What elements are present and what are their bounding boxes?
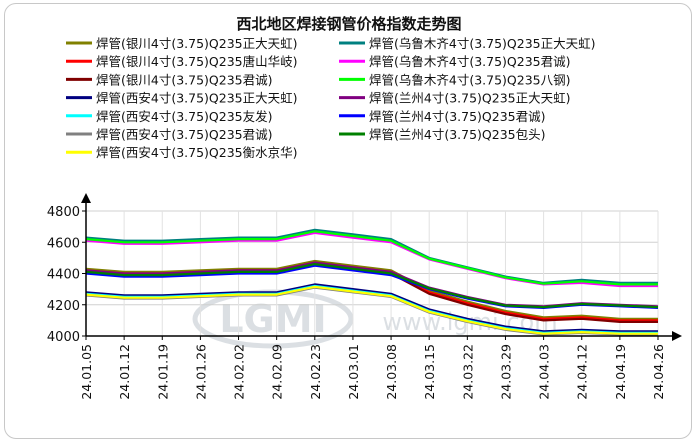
y-tick-label: 4800: [47, 205, 80, 220]
x-tick-label: 24.02.23: [308, 344, 323, 400]
chart-frame: [4, 3, 692, 439]
legend-label: 焊管(西安4寸(3.75)Q235友发): [96, 109, 273, 124]
x-tick-label: 24.03.29: [498, 344, 513, 400]
legend-label: 焊管(西安4寸(3.75)Q235衡水京华): [96, 145, 298, 160]
y-tick-label: 4200: [47, 299, 80, 314]
series-line: [85, 261, 659, 308]
legend: 焊管(银川4寸(3.75)Q235正大天虹) 焊管(乌鲁木齐4寸(3.75)Q23…: [66, 36, 596, 160]
x-tick-labels: 24.01.05 24.01.12 24.01.19 24.01.26 24.02.02…: [79, 336, 666, 400]
x-tick-label: 24.04.19: [613, 344, 628, 400]
x-tick-label: 24.03.08: [384, 344, 399, 400]
y-tick-label: 4400: [47, 268, 80, 283]
series-line: [85, 228, 658, 284]
legend-label: 焊管(兰州4寸(3.75)Q235君诚): [369, 109, 546, 124]
x-tick-label: 24.03.15: [422, 344, 437, 400]
legend-label: 焊管(西安4寸(3.75)Q235正大天虹): [96, 91, 298, 106]
x-tick-label: 24.01.26: [193, 344, 208, 400]
series-line: [85, 283, 658, 333]
y-tick-labels: 4000 4200 4400 4600 4800: [47, 205, 86, 345]
series-line: [85, 285, 658, 335]
x-tick-label: 24.04.26: [651, 344, 666, 400]
x-tick-label: 24.02.02: [232, 344, 247, 400]
legend-label: 焊管(乌鲁木齐4寸(3.75)Q235君诚): [369, 54, 571, 69]
x-tick-label: 24.01.05: [79, 344, 94, 400]
y-axis-arrow: [81, 193, 91, 203]
series-line: [85, 263, 659, 309]
x-tick-label: 24.01.12: [117, 344, 132, 400]
series-line: [85, 259, 658, 320]
axes: [81, 193, 682, 341]
legend-label: 焊管(兰州4寸(3.75)Q235包头): [369, 127, 546, 142]
series-line: [85, 230, 658, 286]
legend-label: 焊管(乌鲁木齐4寸(3.75)Q235八钢): [369, 72, 571, 87]
x-tick-label: 24.02.09: [270, 344, 285, 400]
x-tick-label: 24.04.03: [537, 344, 552, 400]
series-lines: [85, 228, 659, 336]
y-tick-label: 4000: [47, 330, 80, 345]
series-line: [85, 231, 658, 288]
legend-label: 焊管(银川4寸(3.75)Q235正大天虹): [96, 36, 298, 51]
x-tick-label: 24.04.12: [575, 344, 590, 400]
legend-label: 焊管(银川4寸(3.75)Q235唐山华岐): [96, 54, 298, 69]
x-tick-label: 24.03.01: [346, 344, 361, 400]
legend-label: 焊管(乌鲁木齐4寸(3.75)Q235正大天虹): [369, 36, 596, 51]
x-axis-arrow: [672, 331, 682, 341]
chart-title: 西北地区焊接钢管价格指数走势图: [236, 15, 461, 33]
legend-label: 焊管(银川4寸(3.75)Q235君诚): [96, 72, 273, 87]
x-tick-label: 24.03.22: [460, 344, 475, 400]
y-tick-label: 4600: [47, 236, 80, 251]
legend-label: 焊管(兰州4寸(3.75)Q235正大天虹): [369, 91, 571, 106]
watermark: LGMI www.lgmi.com: [192, 289, 558, 349]
legend-label: 焊管(西安4寸(3.75)Q235君诚): [96, 127, 273, 142]
x-tick-label: 24.01.19: [155, 344, 170, 400]
svg-text:LGMI: LGMI: [219, 297, 326, 341]
